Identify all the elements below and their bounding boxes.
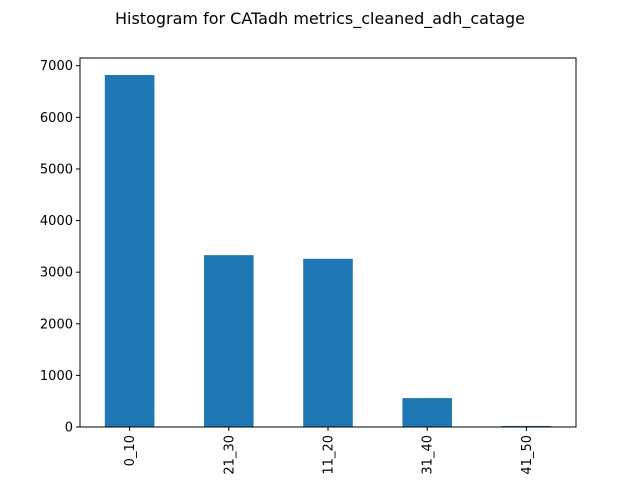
y-tick-label: 1000 xyxy=(40,369,73,384)
chart-title: Histogram for CATadh metrics_cleaned_adh… xyxy=(115,9,525,29)
bar-31_40 xyxy=(402,398,452,427)
x-tick-label: 21_30 xyxy=(222,435,237,475)
y-tick-label: 4000 xyxy=(40,214,73,229)
axes-frame xyxy=(79,57,577,428)
bar-21_30 xyxy=(204,255,254,427)
y-tick-label: 0 xyxy=(65,421,73,436)
y-tick-label: 5000 xyxy=(40,162,73,177)
x-tick-label: 41_50 xyxy=(520,435,535,475)
y-tick-label: 6000 xyxy=(40,111,73,126)
x-tick-label: 31_40 xyxy=(421,435,436,475)
y-tick-label: 2000 xyxy=(40,317,73,332)
y-tick-label: 7000 xyxy=(40,59,73,74)
plot-area: 0 1000 2000 3000 4000 5000 6000 7000 0_10 21_30 11… xyxy=(40,57,577,475)
x-tick-label: 0_10 xyxy=(123,435,138,466)
bar-11_20 xyxy=(303,258,353,427)
bar-41_50 xyxy=(501,425,552,427)
y-tick-label: 3000 xyxy=(40,266,73,281)
bar-0_10 xyxy=(104,75,155,427)
x-tick-label: 11_20 xyxy=(322,435,337,475)
